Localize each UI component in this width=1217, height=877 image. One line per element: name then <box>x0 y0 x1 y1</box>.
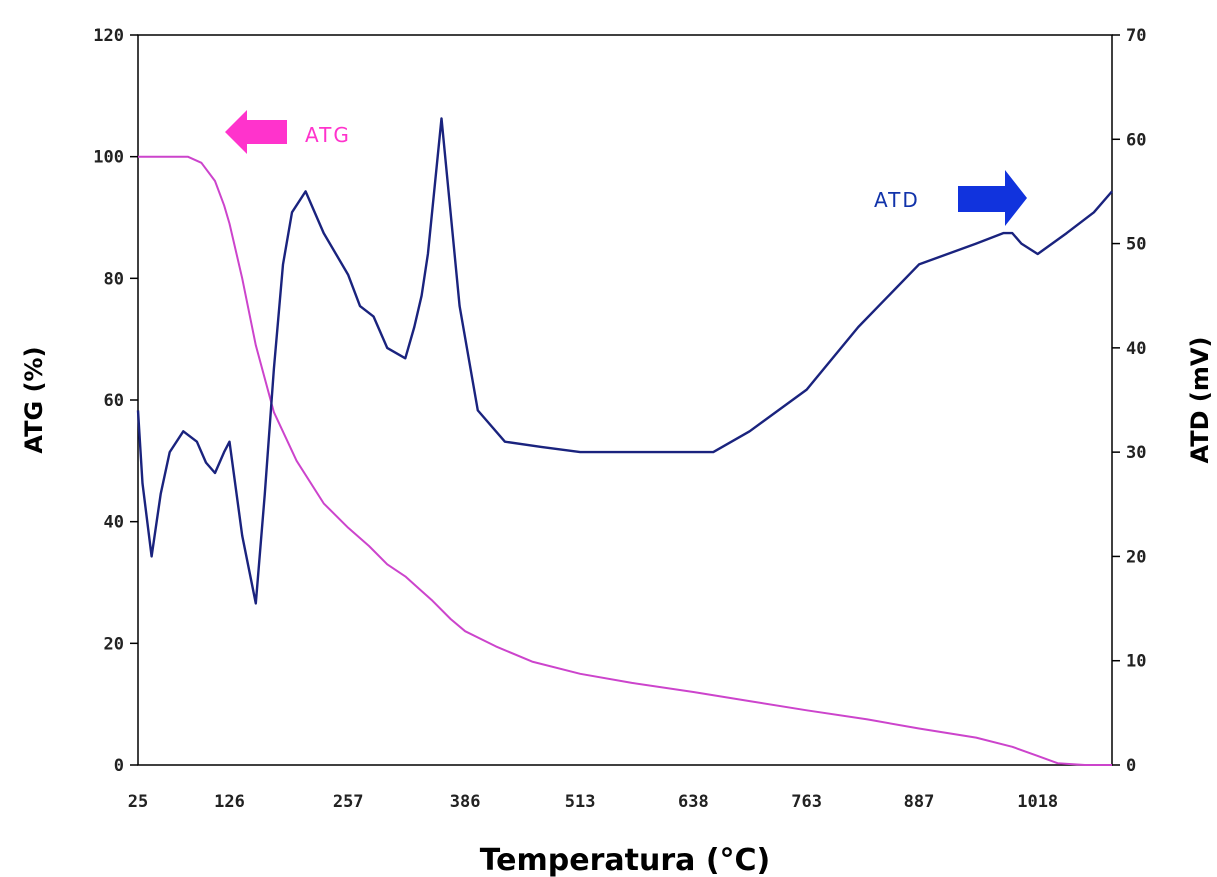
x-tick-label: 1018 <box>1017 792 1058 812</box>
x-tick-label: 638 <box>678 792 709 812</box>
y-left-tick-label: 120 <box>93 26 124 46</box>
y-right-tick-label: 0 <box>1126 756 1136 776</box>
left-axis-ticks: 0 20 40 60 80 100 120 <box>93 26 138 776</box>
y-right-tick-label: 60 <box>1126 130 1146 150</box>
x-axis-ticks: 25 126 257 386 513 638 763 887 1018 <box>128 792 1058 812</box>
x-tick-label: 763 <box>791 792 822 812</box>
legend-atd: ATD <box>874 170 1027 226</box>
y-axis-title-left: ATG (%) <box>20 346 48 453</box>
series-line-atd <box>136 117 1113 605</box>
y-right-tick-label: 20 <box>1126 547 1146 567</box>
y-left-tick-label: 0 <box>114 756 124 776</box>
y-right-tick-label: 10 <box>1126 652 1146 672</box>
series-layer <box>136 117 1113 766</box>
y-left-tick-label: 100 <box>93 148 124 168</box>
y-left-tick-label: 60 <box>104 391 124 411</box>
y-left-tick-label: 40 <box>104 513 124 533</box>
y-right-tick-label: 70 <box>1126 26 1146 46</box>
arrow-left-icon <box>225 110 287 154</box>
y-right-tick-label: 40 <box>1126 339 1146 359</box>
y-left-tick-label: 80 <box>104 269 124 289</box>
legend-atg: ATG <box>225 110 351 154</box>
legend-atg-label: ATG <box>305 123 351 147</box>
x-tick-label: 126 <box>214 792 245 812</box>
arrow-right-icon <box>958 170 1027 226</box>
x-tick-label: 257 <box>333 792 364 812</box>
y-right-tick-label: 30 <box>1126 443 1146 463</box>
series-line-atg <box>138 155 1112 766</box>
x-tick-label: 513 <box>565 792 596 812</box>
legend-atd-label: ATD <box>874 188 920 212</box>
plot-area <box>137 34 1113 766</box>
right-axis-ticks: 0 10 20 30 40 50 60 70 <box>1112 26 1146 776</box>
x-tick-label: 386 <box>450 792 481 812</box>
x-tick-label: 887 <box>904 792 935 812</box>
y-axis-title-right: ATD (mV) <box>1186 337 1214 464</box>
y-left-tick-label: 20 <box>104 634 124 654</box>
y-right-tick-label: 50 <box>1126 235 1146 255</box>
x-tick-label: 25 <box>128 792 148 812</box>
x-axis-title: Temperatura (°C) <box>480 843 771 877</box>
